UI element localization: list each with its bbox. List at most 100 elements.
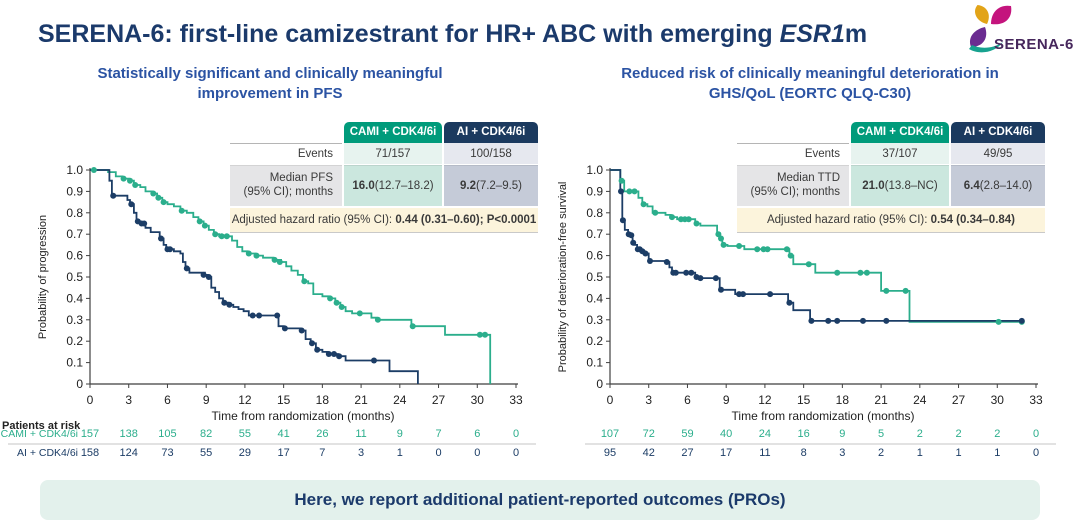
stats-row-label: Median PFS (95% CI); months xyxy=(230,165,342,206)
svg-text:73: 73 xyxy=(161,447,173,459)
svg-text:0: 0 xyxy=(596,377,603,391)
svg-text:9: 9 xyxy=(839,428,845,440)
svg-text:40: 40 xyxy=(720,428,732,440)
serena6-flower-icon: SERENA-6 xyxy=(969,5,1074,53)
svg-text:0.1: 0.1 xyxy=(586,356,603,370)
svg-text:6: 6 xyxy=(474,428,480,440)
svg-text:0.2: 0.2 xyxy=(66,334,83,348)
svg-text:15: 15 xyxy=(797,393,811,407)
stats-value-cell: 100/158 xyxy=(444,143,538,164)
svg-text:6: 6 xyxy=(684,393,691,407)
svg-text:0.3: 0.3 xyxy=(66,313,83,327)
svg-text:9: 9 xyxy=(203,393,210,407)
column-header-cami: CAMI + CDK4/6i xyxy=(851,122,949,143)
svg-text:6: 6 xyxy=(164,393,171,407)
title-prefix: SERENA-6: first-line camizestrant for HR… xyxy=(38,20,780,48)
stats-value-cell: 6.4 (2.8–14.0) xyxy=(951,165,1045,206)
page-title: SERENA-6: first-line camizestrant for HR… xyxy=(38,20,867,49)
svg-text:0.4: 0.4 xyxy=(586,291,603,305)
y-axis-label: Probability of progression xyxy=(37,215,49,339)
svg-text:0: 0 xyxy=(435,447,441,459)
x-axis-label: Time from randomization (months) xyxy=(732,409,915,423)
svg-text:21: 21 xyxy=(354,393,368,407)
banner-text: Here, we report additional patient-repor… xyxy=(294,490,786,509)
ttd-stats-table: CAMI + CDK4/6i AI + CDK4/6i Events 37/107 49… xyxy=(737,122,1045,233)
svg-text:0.3: 0.3 xyxy=(586,313,603,327)
svg-text:1: 1 xyxy=(397,447,403,459)
svg-text:8: 8 xyxy=(801,447,807,459)
svg-text:55: 55 xyxy=(200,447,212,459)
logo-petal-gold xyxy=(975,5,989,24)
svg-text:3: 3 xyxy=(839,447,845,459)
svg-text:21: 21 xyxy=(874,393,888,407)
svg-text:59: 59 xyxy=(681,428,693,440)
pfs-km-chart: 0 0.1 0.2 0.3 0.4 0.5 0.6 0.7 0.8 0.9 1.0 0 3 6 9 12 15 1… xyxy=(0,156,540,477)
svg-text:24: 24 xyxy=(913,393,927,407)
svg-text:7: 7 xyxy=(435,428,441,440)
svg-text:107: 107 xyxy=(601,428,619,440)
svg-text:17: 17 xyxy=(278,447,290,459)
logo-petal-magenta xyxy=(991,5,1012,25)
stats-row-label: Events xyxy=(230,143,342,165)
svg-text:0.1: 0.1 xyxy=(66,356,83,370)
ttd-chart-area: CAMI + CDK4/6i AI + CDK4/6i Events 37/107 49… xyxy=(540,106,1080,474)
svg-text:2: 2 xyxy=(917,428,923,440)
stats-value-cell: 16.0 (12.7–18.2) xyxy=(344,165,442,206)
svg-text:42: 42 xyxy=(643,447,655,459)
km-plot-svg: 00.10.20.30.40.50.60.70.80.91.00 3 6 9 12 15 1… xyxy=(1,163,536,459)
stats-value-cell: 9.2 (7.2–9.5) xyxy=(444,165,538,206)
column-header-ai: AI + CDK4/6i xyxy=(951,122,1045,143)
svg-text:138: 138 xyxy=(120,428,138,440)
km-plot-svg: 00.10.20.30.40.50.60.70.80.91.00 3 6 9 12 15 1… xyxy=(557,163,1056,459)
censor-marks-ai xyxy=(618,188,1025,324)
svg-text:0: 0 xyxy=(1033,428,1039,440)
svg-text:105: 105 xyxy=(158,428,176,440)
svg-text:0.2: 0.2 xyxy=(586,334,603,348)
pfs-subtitle: Statistically significant and clinically… xyxy=(97,65,443,102)
svg-text:2: 2 xyxy=(955,428,961,440)
svg-text:0.9: 0.9 xyxy=(66,184,83,198)
svg-text:12: 12 xyxy=(758,393,772,407)
column-header-ai: AI + CDK4/6i xyxy=(444,122,538,143)
svg-text:0: 0 xyxy=(513,428,519,440)
svg-text:0.5: 0.5 xyxy=(66,270,83,284)
axis-ticks-and-labels: 0 0.1 0.2 0.3 0.4 0.5 0.6 0.7 0.8 0.9 1.0 0 3 6 9 12 15 1… xyxy=(66,163,523,407)
svg-text:0.9: 0.9 xyxy=(586,184,603,198)
censor-marks-cami xyxy=(90,167,488,338)
logo-swoosh-teal xyxy=(969,42,1003,53)
svg-text:12: 12 xyxy=(238,393,252,407)
logo-petal-purple xyxy=(969,27,987,47)
title-suffix: m xyxy=(844,20,868,48)
svg-text:0.5: 0.5 xyxy=(586,270,603,284)
svg-text:82: 82 xyxy=(200,428,212,440)
svg-text:26: 26 xyxy=(316,428,328,440)
svg-text:2: 2 xyxy=(994,428,1000,440)
stats-row-label: Events xyxy=(737,143,849,165)
svg-text:18: 18 xyxy=(836,393,850,407)
svg-text:95: 95 xyxy=(604,447,616,459)
svg-text:24: 24 xyxy=(759,428,771,440)
svg-text:0: 0 xyxy=(513,447,519,459)
stats-value-cell: 71/157 xyxy=(344,143,442,164)
km-curve-ai xyxy=(610,169,1024,322)
bottom-banner: Here, we report additional patient-repor… xyxy=(40,480,1040,520)
svg-text:30: 30 xyxy=(991,393,1005,407)
svg-text:55: 55 xyxy=(239,428,251,440)
serena6-logo-text: SERENA-6 xyxy=(994,36,1074,53)
svg-text:0.8: 0.8 xyxy=(66,206,83,220)
svg-text:7: 7 xyxy=(319,447,325,459)
patients-at-risk-table: 107 72 59 40 24 16 9 5 2 2 2 095 42 27 17 11 8 3 2 1 1 1 0 xyxy=(585,428,1056,459)
svg-text:29: 29 xyxy=(239,447,251,459)
title-gene-italic: ESR1 xyxy=(779,20,845,48)
serena6-logo: SERENA-6 xyxy=(950,2,1074,56)
svg-text:2: 2 xyxy=(878,447,884,459)
pfs-stats-table: CAMI + CDK4/6i AI + CDK4/6i Events 71/157 10… xyxy=(230,122,538,233)
svg-text:30: 30 xyxy=(471,393,485,407)
svg-text:18: 18 xyxy=(316,393,330,407)
svg-text:0.8: 0.8 xyxy=(586,206,603,220)
axis-ticks-and-labels: 0 0.1 0.2 0.3 0.4 0.5 0.6 0.7 0.8 0.9 1.0 0 3 6 9 12 15 1… xyxy=(586,163,1043,407)
stats-value-cell: 37/107 xyxy=(851,143,949,164)
svg-text:24: 24 xyxy=(393,393,407,407)
svg-text:1: 1 xyxy=(917,447,923,459)
